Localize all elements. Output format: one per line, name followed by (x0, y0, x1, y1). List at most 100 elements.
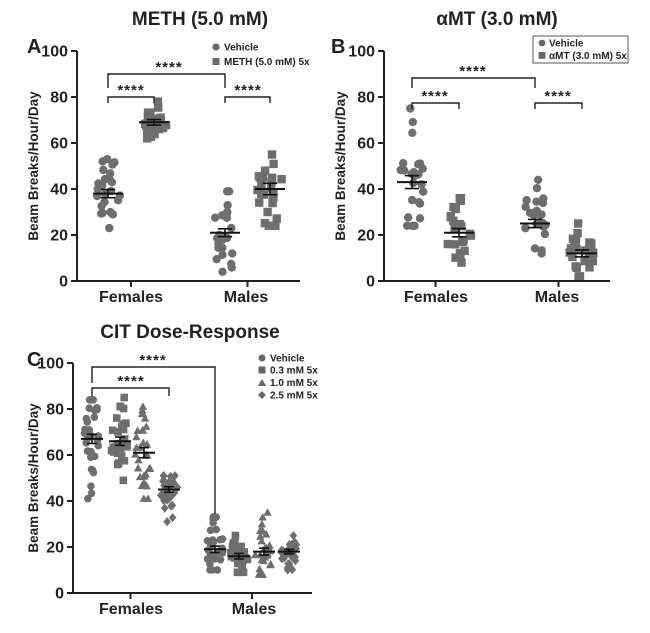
panel-c-legend-10: 1.0 mM 5x (270, 378, 318, 389)
panel-c-marks (80, 393, 301, 578)
data-point (132, 432, 141, 441)
data-point (160, 471, 168, 481)
data-point (222, 187, 232, 196)
data-point (114, 459, 123, 467)
data-point (108, 426, 117, 435)
panel-a-letter: A (27, 36, 41, 58)
data-point (284, 559, 292, 569)
panel-a-category-females: Females (99, 289, 163, 306)
data-point (537, 246, 546, 255)
y-tick-label: 0 (366, 274, 375, 291)
data-point (260, 553, 270, 561)
data-point (85, 404, 94, 413)
panel-c-category-females: Females (99, 601, 163, 618)
data-point (212, 525, 221, 534)
data-point (112, 414, 121, 422)
data-point (168, 513, 177, 523)
data-point (231, 531, 240, 540)
data-point (260, 218, 270, 228)
data-point (256, 532, 265, 540)
data-point (277, 175, 286, 184)
y-tick-label: 60 (357, 136, 375, 153)
data-point (90, 413, 99, 421)
data-point (283, 563, 292, 573)
data-point (146, 132, 156, 141)
panel-b-y-axis-label: Beam Breaks/Hour/Day (333, 91, 348, 241)
data-point (261, 529, 271, 538)
legend-square-marker (258, 366, 266, 374)
panel-a-category-males: Males (224, 289, 269, 306)
data-point (168, 500, 177, 510)
data-point (396, 165, 405, 175)
data-point (112, 442, 121, 451)
data-point (289, 530, 298, 541)
y-tick-label: 0 (59, 274, 68, 291)
data-point (163, 495, 171, 505)
data-point (255, 564, 264, 573)
data-point (120, 435, 129, 443)
data-point (227, 263, 236, 272)
data-point (146, 108, 155, 117)
data-point (263, 508, 272, 516)
y-tick-label: 20 (46, 540, 64, 557)
data-point (154, 103, 163, 112)
data-point (540, 229, 550, 239)
data-point (209, 519, 217, 527)
y-tick-label: 80 (46, 402, 64, 419)
data-point (457, 258, 466, 267)
data-point (214, 243, 223, 252)
panel-b-title: αMT (3.0 mM) (436, 9, 557, 30)
data-point (170, 488, 179, 498)
legend-square-marker (212, 58, 220, 65)
data-point (272, 214, 281, 223)
data-point (408, 117, 417, 127)
data-point (135, 472, 145, 481)
data-point (269, 159, 278, 169)
data-point (160, 480, 168, 491)
panel-b-significance: **** **** **** (411, 63, 583, 109)
panel-b-category-males: Males (535, 289, 580, 306)
panel-a-sig-between: **** (155, 59, 182, 76)
data-point (131, 450, 140, 458)
data-point (204, 554, 213, 563)
data-point (218, 267, 227, 276)
panel-b-category-females: Females (404, 289, 468, 306)
panel-c: CIT Dose-Response C Beam Breaks/Hour/Day… (26, 322, 318, 618)
data-point (571, 262, 580, 271)
data-point (585, 263, 594, 272)
data-point (403, 213, 413, 222)
data-point (148, 123, 157, 133)
panel-b-sig-between: **** (459, 63, 486, 80)
data-point (105, 223, 114, 233)
y-tick-label: 20 (357, 228, 375, 245)
panel-a-legend-vehicle: Vehicle (224, 43, 259, 54)
panel-a-title: METH (5.0 mM) (132, 9, 268, 30)
data-point (140, 414, 150, 422)
panel-b-marks (396, 104, 598, 281)
y-tick-label: 40 (46, 494, 64, 511)
data-point (142, 121, 151, 131)
data-point (206, 526, 215, 535)
data-point (263, 207, 272, 217)
data-point (119, 420, 128, 428)
data-point (588, 256, 598, 266)
data-point (161, 477, 169, 487)
data-point (233, 559, 242, 568)
data-point (408, 128, 417, 138)
data-point (280, 553, 288, 563)
data-point (257, 536, 266, 545)
data-point (451, 253, 460, 262)
data-point (533, 175, 543, 184)
data-point (418, 164, 427, 173)
legend-circle-marker (258, 354, 266, 362)
panel-c-title: CIT Dose-Response (100, 322, 279, 343)
data-point (237, 568, 245, 577)
legend-square-marker (538, 52, 546, 59)
bracket-line (411, 77, 536, 88)
data-point (83, 447, 92, 455)
data-point (116, 446, 125, 455)
data-point (267, 173, 277, 182)
data-point (267, 150, 277, 159)
data-point (291, 537, 299, 547)
